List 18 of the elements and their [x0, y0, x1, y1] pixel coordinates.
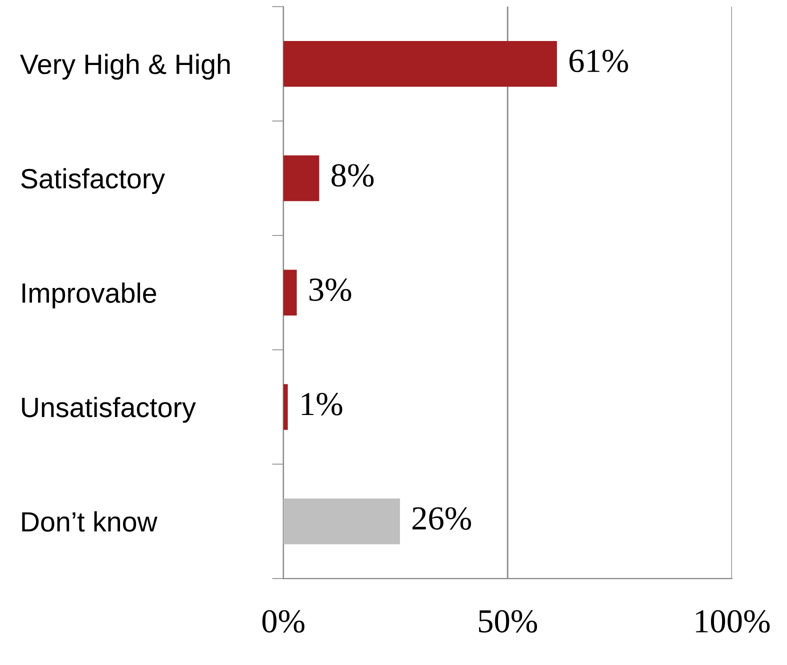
data-label: 3% [309, 278, 352, 302]
bar [283, 498, 400, 544]
x-tick-label: 0% [262, 610, 304, 633]
y-tick-label: Improvable [22, 282, 156, 308]
bar [283, 270, 297, 316]
data-label: 1% [302, 392, 342, 416]
bar [283, 384, 288, 430]
bar [283, 155, 320, 202]
y-tick-label: Unsatisfactory [22, 396, 196, 423]
x-tick-label: 100% [696, 610, 770, 633]
y-tick-label: Very High & High [20, 54, 230, 80]
bar [283, 40, 557, 87]
data-label: 61% [570, 50, 628, 72]
y-tick-label: Don’t know [22, 511, 158, 532]
data-label: 26% [412, 507, 472, 530]
data-label: 8% [332, 164, 374, 187]
y-tick-label: Satisfactory [21, 168, 165, 194]
x-tick-label: 50% [479, 610, 538, 633]
